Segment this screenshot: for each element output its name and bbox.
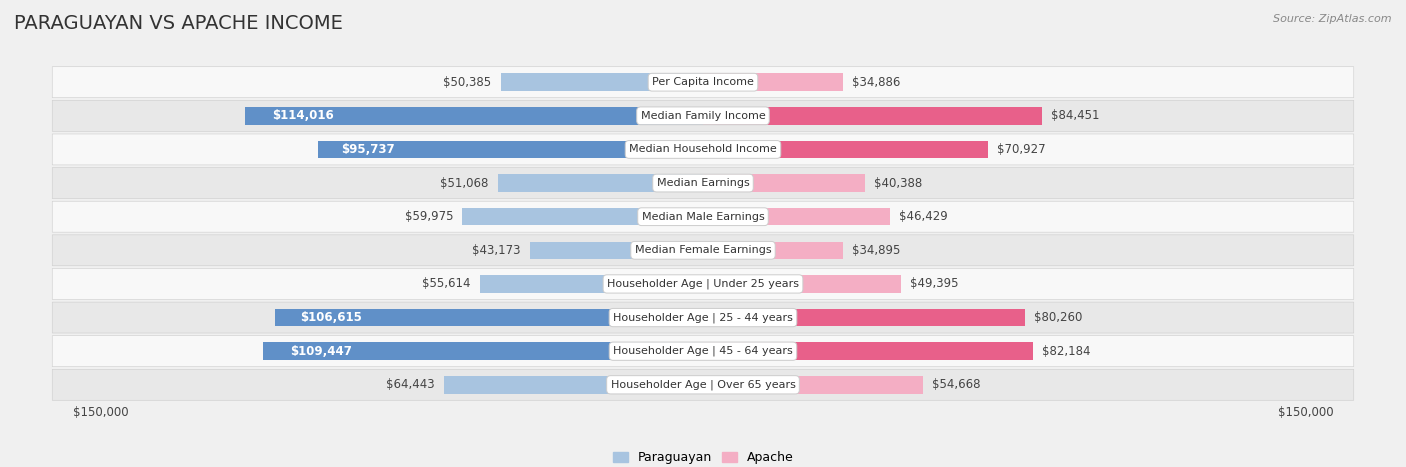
Text: Median Female Earnings: Median Female Earnings xyxy=(634,245,772,255)
FancyBboxPatch shape xyxy=(52,134,1354,165)
Text: $106,615: $106,615 xyxy=(301,311,363,324)
Text: $70,927: $70,927 xyxy=(997,143,1046,156)
Bar xyxy=(703,73,844,91)
Bar xyxy=(263,342,703,360)
Bar xyxy=(463,208,703,226)
Text: $50,385: $50,385 xyxy=(443,76,492,89)
FancyBboxPatch shape xyxy=(52,100,1354,131)
Text: $40,388: $40,388 xyxy=(875,177,922,190)
Bar xyxy=(479,275,703,293)
Bar xyxy=(245,107,703,125)
Text: $46,429: $46,429 xyxy=(898,210,948,223)
Bar xyxy=(703,241,844,259)
Text: $34,895: $34,895 xyxy=(852,244,901,257)
Text: $51,068: $51,068 xyxy=(440,177,489,190)
Text: Median Household Income: Median Household Income xyxy=(628,144,778,155)
Bar xyxy=(444,376,703,394)
Bar xyxy=(703,107,1042,125)
Bar xyxy=(703,275,901,293)
FancyBboxPatch shape xyxy=(52,168,1354,198)
Text: $54,668: $54,668 xyxy=(932,378,980,391)
Bar xyxy=(318,141,703,158)
Text: $109,447: $109,447 xyxy=(290,345,352,358)
Text: $64,443: $64,443 xyxy=(387,378,434,391)
Text: $80,260: $80,260 xyxy=(1035,311,1083,324)
Text: $55,614: $55,614 xyxy=(422,277,471,290)
Text: $43,173: $43,173 xyxy=(472,244,520,257)
Text: $34,886: $34,886 xyxy=(852,76,901,89)
FancyBboxPatch shape xyxy=(52,201,1354,232)
FancyBboxPatch shape xyxy=(52,67,1354,98)
Bar xyxy=(703,376,922,394)
Text: $95,737: $95,737 xyxy=(342,143,395,156)
Bar xyxy=(530,241,703,259)
Text: Median Family Income: Median Family Income xyxy=(641,111,765,121)
Text: Householder Age | 25 - 44 years: Householder Age | 25 - 44 years xyxy=(613,312,793,323)
Bar xyxy=(703,174,865,192)
Bar xyxy=(703,309,1025,326)
Bar xyxy=(501,73,703,91)
FancyBboxPatch shape xyxy=(52,336,1354,367)
FancyBboxPatch shape xyxy=(52,235,1354,266)
Text: Householder Age | Under 25 years: Householder Age | Under 25 years xyxy=(607,279,799,289)
Text: Per Capita Income: Per Capita Income xyxy=(652,77,754,87)
Text: Median Earnings: Median Earnings xyxy=(657,178,749,188)
FancyBboxPatch shape xyxy=(52,269,1354,299)
Text: PARAGUAYAN VS APACHE INCOME: PARAGUAYAN VS APACHE INCOME xyxy=(14,14,343,33)
Bar xyxy=(498,174,703,192)
Bar xyxy=(274,309,703,326)
Legend: Paraguayan, Apache: Paraguayan, Apache xyxy=(607,446,799,467)
Text: Median Male Earnings: Median Male Earnings xyxy=(641,212,765,222)
FancyBboxPatch shape xyxy=(52,369,1354,400)
Text: $84,451: $84,451 xyxy=(1052,109,1099,122)
Bar xyxy=(703,141,988,158)
Text: $59,975: $59,975 xyxy=(405,210,453,223)
Text: Source: ZipAtlas.com: Source: ZipAtlas.com xyxy=(1274,14,1392,24)
Text: Householder Age | Over 65 years: Householder Age | Over 65 years xyxy=(610,380,796,390)
Text: Householder Age | 45 - 64 years: Householder Age | 45 - 64 years xyxy=(613,346,793,356)
FancyBboxPatch shape xyxy=(52,302,1354,333)
Bar xyxy=(703,208,890,226)
Text: $114,016: $114,016 xyxy=(273,109,335,122)
Text: $49,395: $49,395 xyxy=(911,277,959,290)
Bar xyxy=(703,342,1033,360)
Text: $82,184: $82,184 xyxy=(1042,345,1091,358)
